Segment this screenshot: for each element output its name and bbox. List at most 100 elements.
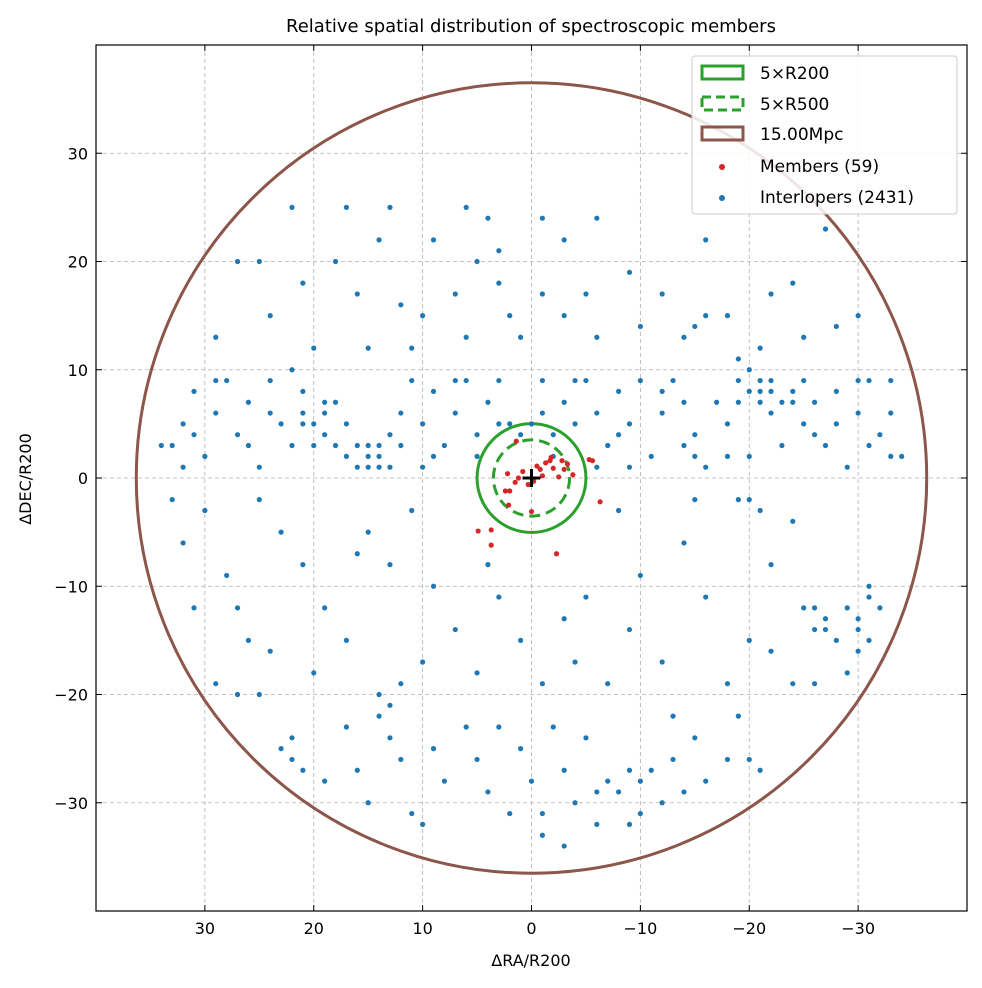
interloper-point [768, 377, 774, 384]
interloper-point [659, 659, 665, 665]
interloper-point [605, 681, 611, 687]
interloper-point [746, 497, 752, 503]
interloper-point [594, 215, 600, 221]
member-point [553, 551, 560, 557]
interloper-point [822, 616, 829, 622]
y-axis-label: ΔDEC/R200 [16, 433, 35, 525]
interloper-point [790, 518, 796, 524]
interloper-point [278, 529, 284, 535]
interloper-point [343, 421, 350, 427]
legend-marker-interlopers [719, 195, 725, 201]
legend-label: 5×R200 [760, 64, 829, 84]
interloper-point [169, 497, 175, 503]
interloper-point [637, 572, 643, 579]
interloper-point [561, 313, 567, 319]
interloper-point [801, 334, 807, 340]
interloper-point [855, 313, 861, 319]
interloper-point [452, 410, 458, 416]
interloper-point [648, 767, 654, 773]
interloper-point [757, 388, 763, 394]
interloper-point [757, 507, 763, 514]
interloper-point [376, 691, 382, 698]
legend-swatch-r200 [700, 64, 745, 81]
interloper-point [822, 442, 829, 449]
interloper-point [561, 237, 567, 243]
member-point [570, 472, 576, 478]
interloper-point [572, 377, 578, 384]
interloper-point [899, 453, 905, 459]
interloper-point [213, 681, 219, 687]
interloper-point [485, 562, 491, 568]
interloper-point [463, 724, 469, 730]
interloper-point [855, 648, 861, 654]
interloper-point [245, 399, 252, 405]
y-tick-label: 30 [68, 144, 88, 163]
interloper-point [692, 453, 698, 459]
interloper-point [670, 713, 676, 719]
interloper-point [866, 377, 872, 384]
interloper-point [420, 313, 426, 319]
member-point [537, 466, 543, 472]
legend-marker-members [719, 164, 725, 170]
interloper-point [561, 767, 567, 773]
legend-swatch-mpc [700, 125, 745, 142]
interloper-point [681, 789, 687, 795]
interloper-point [420, 464, 426, 470]
member-point [488, 542, 494, 548]
interloper-point [485, 399, 491, 405]
interloper-point [278, 421, 284, 427]
member-point [528, 508, 535, 515]
interloper-point [877, 605, 883, 611]
interloper-point [224, 572, 230, 579]
x-tick-label: 0 [526, 919, 536, 938]
interloper-point [801, 421, 807, 427]
interloper-point [605, 442, 611, 449]
interloper-point [670, 377, 676, 384]
interloper-point [322, 410, 328, 416]
interloper-point [191, 432, 197, 438]
interloper-point [583, 377, 589, 384]
interloper-point [430, 746, 437, 752]
member-point [564, 461, 571, 467]
member-point [475, 528, 481, 534]
y-tick-label: 20 [68, 253, 88, 272]
interloper-point [811, 399, 818, 405]
interloper-point [311, 345, 317, 351]
interloper-point [746, 367, 752, 373]
circle-1500mpc [134, 81, 929, 875]
interloper-point [528, 421, 535, 427]
interloper-point [768, 410, 774, 416]
interloper-point [485, 215, 491, 221]
interloper-point [311, 670, 317, 676]
legend-box [691, 55, 958, 215]
interloper-point [594, 464, 600, 470]
interloper-point [539, 377, 545, 384]
interloper-point [322, 399, 328, 405]
interloper-point [594, 789, 600, 795]
interloper-point [234, 432, 241, 438]
interloper-point [343, 637, 350, 643]
interloper-point [409, 810, 415, 817]
interloper-point [420, 659, 426, 665]
interloper-point [539, 832, 545, 838]
interloper-point [888, 410, 894, 416]
interloper-point [539, 681, 545, 687]
interloper-point [539, 215, 545, 221]
interloper-point [300, 562, 306, 568]
interloper-point [583, 594, 589, 600]
interloper-point [518, 637, 524, 643]
member-point [520, 468, 526, 475]
x-tick-label: 20 [304, 919, 324, 938]
interloper-point [387, 562, 393, 568]
interloper-point [626, 821, 633, 828]
interloper-point [213, 334, 219, 340]
interloper-point [626, 269, 633, 275]
interloper-point [169, 442, 175, 449]
interloper-point [365, 453, 371, 459]
interloper-point [234, 605, 241, 611]
interloper-point [877, 432, 883, 438]
interloper-point [409, 345, 415, 351]
interloper-point [245, 442, 252, 449]
member-point [506, 502, 512, 508]
interloper-point [637, 810, 643, 817]
